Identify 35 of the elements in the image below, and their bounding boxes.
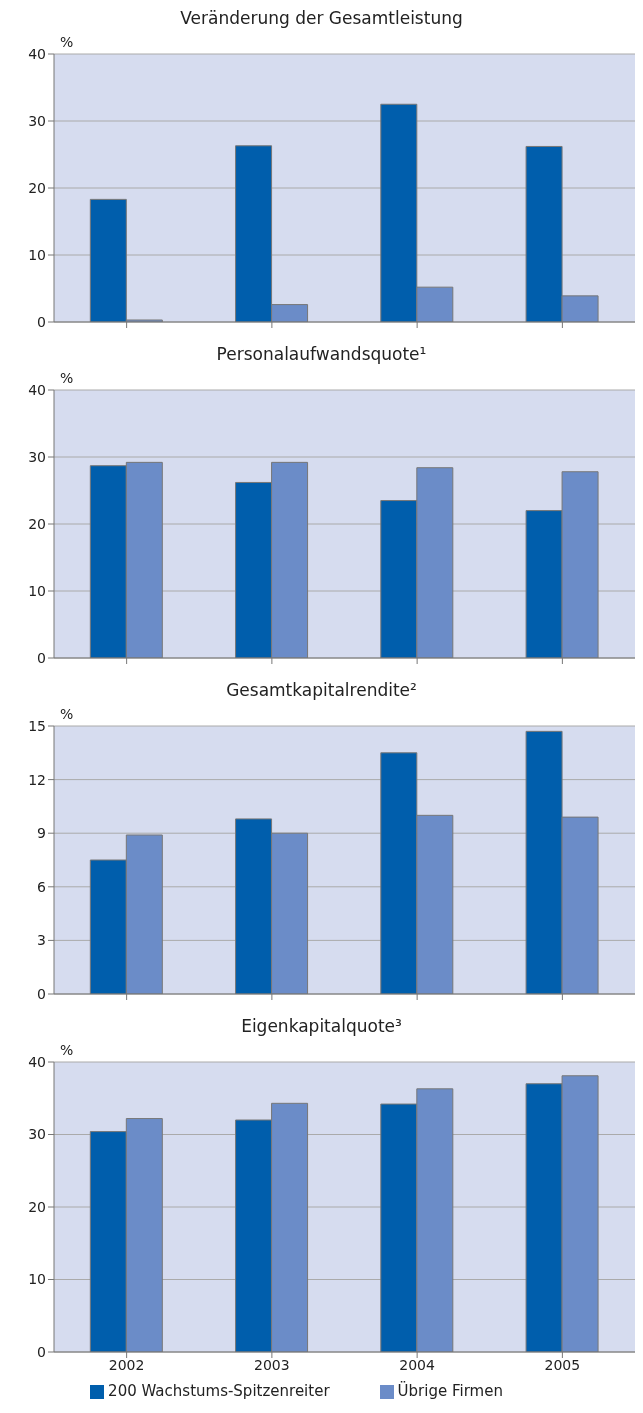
chart-title: Gesamtkapitalrendite²: [225, 680, 418, 702]
y-tick-label: 30: [28, 1126, 46, 1143]
y-tick-label: 40: [28, 45, 46, 62]
y-tick-label: 10: [28, 1271, 46, 1288]
y-tick-label: 3: [37, 932, 46, 949]
y-tick-label: 20: [28, 179, 46, 196]
y-tick-label: 30: [28, 448, 46, 465]
y-axis-title: %: [60, 34, 74, 50]
y-tick-label: 0: [37, 649, 46, 666]
legend-label: 200 Wachstums-Spitzenreiter: [108, 1382, 330, 1400]
y-tick-label: 15: [28, 717, 46, 734]
x-tick-label: 2005: [544, 1356, 581, 1373]
chart-title: Eigenkapitalquote³: [240, 1016, 403, 1038]
y-tick-label: 9: [37, 825, 46, 842]
x-tick-label: 2002: [108, 1356, 145, 1373]
y-axis-title: %: [60, 1042, 74, 1058]
y-tick-label: 0: [37, 985, 46, 1002]
y-tick-label: 10: [28, 582, 46, 599]
y-tick-label: 40: [28, 381, 46, 398]
y-tick-label: 20: [28, 515, 46, 532]
y-axis-title: %: [60, 370, 74, 386]
chart-title: Personalaufwandsquote¹: [215, 344, 428, 366]
y-tick-label: 0: [37, 313, 46, 330]
y-tick-label: 12: [28, 771, 46, 788]
y-tick-label: 30: [28, 112, 46, 129]
x-tick-label: 2003: [254, 1356, 290, 1373]
y-tick-label: 10: [28, 246, 46, 263]
y-tick-label: 0: [37, 1343, 46, 1360]
x-tick-label: 2004: [399, 1356, 436, 1373]
legend-label: Übrige Firmen: [397, 1382, 503, 1400]
y-tick-label: 6: [37, 878, 47, 895]
y-axis-title: %: [60, 706, 74, 722]
y-tick-label: 40: [28, 1053, 46, 1070]
chart-title: Veränderung der Gesamtleistung: [179, 8, 464, 30]
y-tick-label: 20: [28, 1198, 46, 1215]
